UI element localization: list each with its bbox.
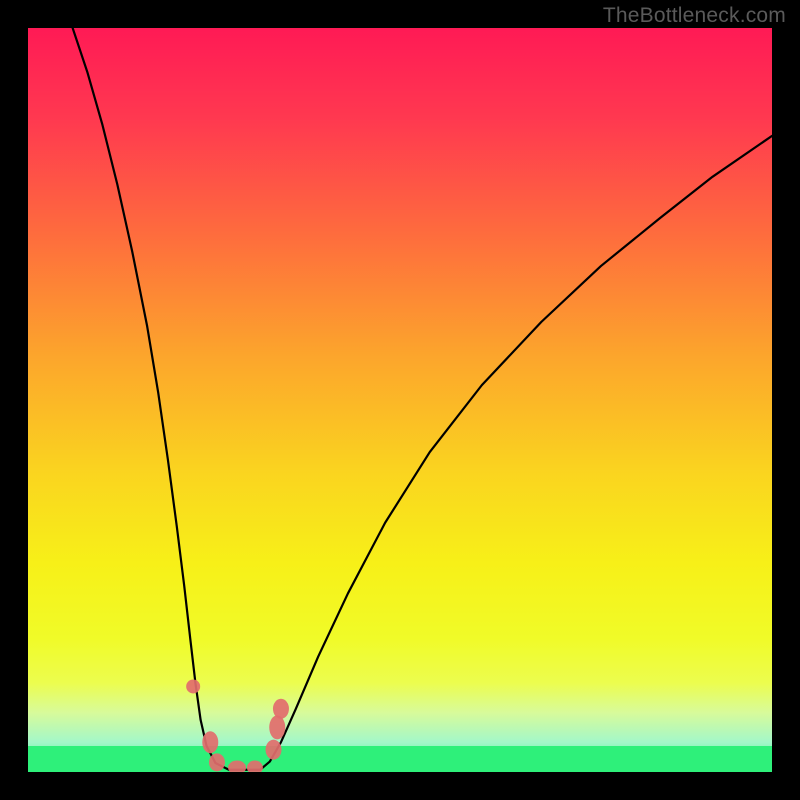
data-marker [266, 740, 282, 760]
data-marker [202, 731, 218, 753]
bottleneck-curve [73, 28, 772, 770]
curve-layer [28, 28, 772, 772]
data-marker [186, 679, 200, 693]
data-marker [269, 715, 285, 739]
data-marker [273, 699, 289, 719]
data-marker [247, 761, 263, 772]
data-marker [228, 761, 246, 772]
watermark-text: TheBottleneck.com [603, 4, 786, 28]
plot-area [28, 28, 772, 772]
data-marker [209, 753, 225, 771]
